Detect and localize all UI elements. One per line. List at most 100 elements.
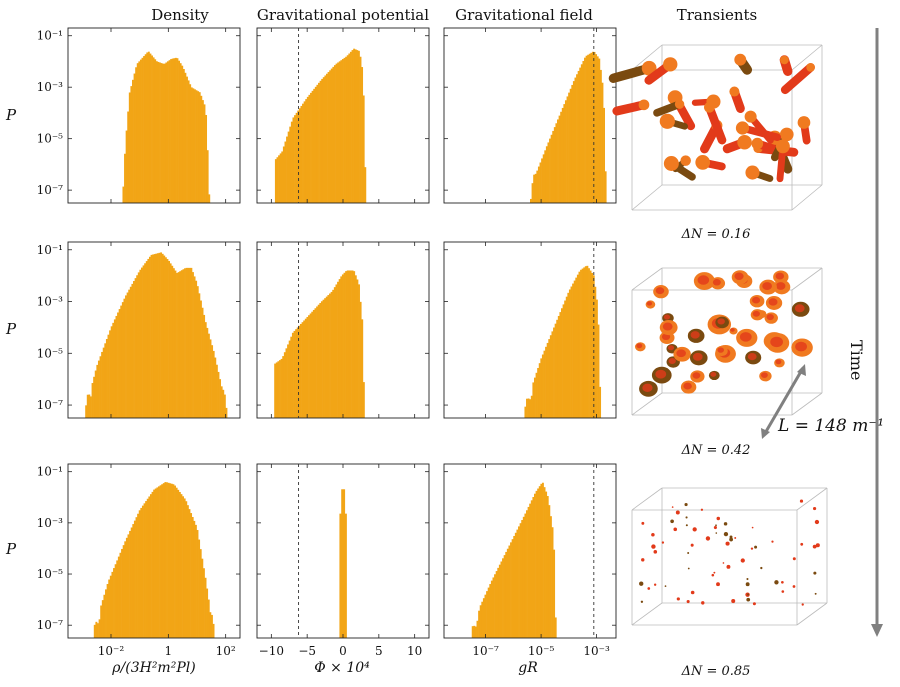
transient-dot — [771, 540, 774, 543]
hist-bar — [322, 77, 325, 203]
hist-bar — [556, 319, 559, 418]
hist-bar — [476, 620, 479, 638]
hist-bar — [145, 261, 148, 418]
transient-blob-core — [761, 372, 768, 378]
hist-bar — [158, 486, 160, 638]
hist-bar — [151, 491, 154, 638]
transient-blob — [674, 99, 685, 109]
box-size-arrow — [762, 367, 805, 436]
transient-dot — [686, 599, 690, 604]
hist-bar — [354, 49, 357, 204]
hist-bar — [163, 63, 166, 203]
hist-bar — [155, 61, 158, 203]
hist-bar — [534, 173, 537, 203]
hist-bar — [146, 52, 149, 204]
hist-bar — [318, 82, 320, 203]
hist-bar — [301, 322, 304, 418]
hist-bar — [127, 111, 130, 203]
title-field: Gravitational field — [455, 6, 593, 24]
hist-bar — [165, 62, 168, 203]
hist-bar — [162, 483, 165, 638]
box-size-label: L = 148 m⁻¹ — [778, 416, 885, 436]
hist-bar — [127, 534, 130, 638]
axes-frame — [443, 241, 617, 419]
transient-dot — [746, 577, 749, 581]
transient-dot — [690, 590, 695, 595]
hist-bar — [593, 51, 596, 204]
y-label-row-3: P — [6, 540, 17, 558]
y-tick-label: 10⁻⁵ — [37, 567, 64, 581]
hist-bar — [306, 316, 309, 418]
hist-bar — [220, 386, 223, 418]
transient-dot — [734, 536, 737, 539]
transient-dot — [729, 537, 734, 542]
transient-blob — [734, 53, 747, 66]
hist-bar — [279, 153, 282, 203]
hist-bar — [576, 74, 578, 203]
hist-bar — [201, 307, 204, 418]
hist-bar — [322, 299, 325, 418]
hist-bar — [505, 551, 508, 638]
hist-bar — [187, 267, 190, 418]
hist-bar — [330, 291, 333, 418]
hist-bar — [591, 51, 594, 203]
hist-bar — [136, 63, 139, 203]
hist-bar — [128, 289, 131, 418]
hist-bar — [508, 545, 511, 638]
x-tick-label: 10⁻² — [98, 644, 125, 658]
hist-bar — [209, 339, 212, 418]
transient-dot — [792, 557, 796, 561]
transient-dot — [692, 527, 697, 532]
hist-bar — [274, 159, 277, 203]
hist-bar — [553, 327, 555, 418]
hist-bar — [202, 568, 205, 638]
x-label-field: gR — [518, 660, 538, 676]
transient-blob-core — [795, 341, 807, 352]
hist-bar — [125, 130, 128, 203]
hist-bar — [172, 484, 175, 638]
hist-bar — [152, 57, 155, 203]
hist-bar — [122, 545, 125, 638]
hist-bar — [345, 56, 348, 203]
hist-bar — [553, 549, 556, 638]
hist-bar — [588, 53, 591, 204]
box-size-arrowhead — [761, 428, 770, 439]
hist-bar — [312, 309, 315, 418]
hist-bar — [294, 115, 296, 203]
hist-bar — [179, 63, 182, 204]
transient-dot — [716, 516, 721, 521]
hist-bar — [293, 330, 296, 418]
hist-bar — [575, 277, 578, 418]
hist-bar — [492, 577, 495, 638]
hist-bar — [351, 50, 354, 203]
transient-blob-core — [739, 332, 752, 342]
hist-bar — [595, 299, 598, 418]
hist-bar — [190, 513, 193, 638]
x-tick-label: 5 — [375, 644, 383, 658]
hist-bar — [137, 513, 140, 638]
hist-bar — [339, 513, 342, 638]
hist-bar — [345, 271, 348, 418]
hist-bar — [555, 123, 558, 203]
hist-bar — [170, 59, 173, 204]
hist-bar — [573, 280, 576, 418]
hist-bar — [604, 171, 607, 203]
transient-dot — [670, 519, 674, 524]
hist-bar — [324, 75, 327, 203]
y-label-row-2: P — [6, 320, 17, 338]
transient-blob-core — [768, 298, 778, 306]
transient-dot — [747, 593, 749, 596]
y-tick-label: 10⁻⁷ — [37, 398, 64, 412]
hist-bar — [526, 398, 528, 418]
hist-bar — [353, 48, 356, 204]
hist-bar — [187, 80, 190, 203]
hist-bar — [171, 58, 174, 203]
cube-edge — [791, 267, 823, 291]
hist-bar — [184, 72, 187, 203]
hist-bar — [521, 520, 524, 638]
x-tick-label: 0 — [339, 644, 347, 658]
hist-bar — [135, 517, 138, 638]
hist-bar — [564, 100, 567, 203]
transient-dot — [690, 543, 694, 547]
hist-bar — [542, 154, 545, 203]
